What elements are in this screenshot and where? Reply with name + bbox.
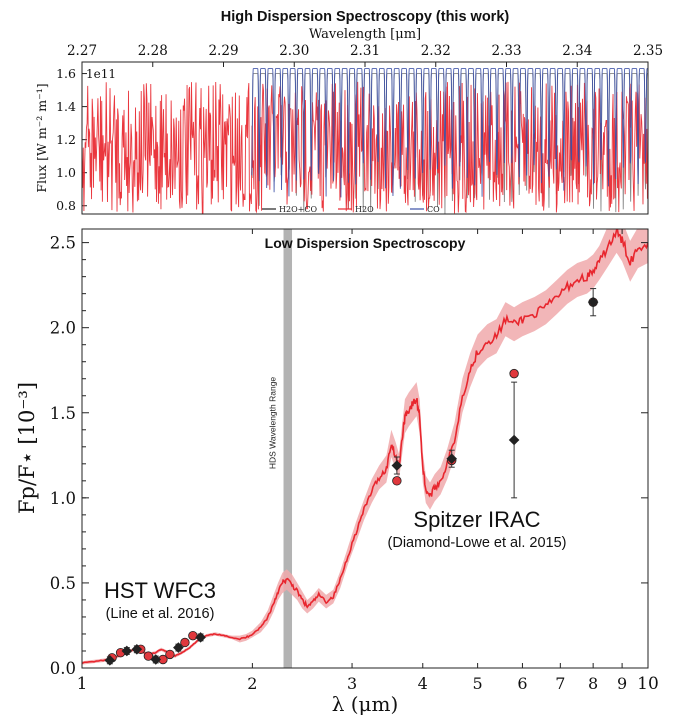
top-x-tick-label: 2.27 [67,43,97,59]
bottom-y-tick-label: 1.5 [50,404,76,423]
bottom-x-ticks: 1 2 3 4 5 6 7 8 9 10 [77,229,659,694]
observed-point [121,645,133,657]
series-line-h2o [82,81,648,214]
observed-point [173,642,184,653]
top-y-tick-label: 1.4 [56,99,76,114]
model-binned-point [143,651,154,661]
observed-point [150,654,162,665]
hds-band [283,229,293,668]
model-binned-point [180,637,190,648]
legend-label: H2O+CO [279,205,317,214]
bottom-x-tick-label: 5 [473,674,483,693]
model-binned-point [165,649,175,660]
top-y-ticks: 0.8 1.0 1.2 1.4 1.6 [56,66,87,213]
bottom-x-tick-label: 4 [418,674,428,693]
top-title: High Dispersion Spectroscopy (this work) [221,9,510,25]
top-frame [81,61,649,215]
top-x-ticks: 2.27 2.28 2.29 2.30 2.31 2.32 2.33 2.34 2.35 [67,43,663,67]
bottom-y-tick-label: 1.0 [50,489,76,508]
observed-point [391,460,403,471]
legend-label: CO [427,205,440,214]
bottom-x-tick-label: 3 [347,674,357,693]
observed-point [131,643,143,655]
bottom-title: Low Dispersion Spectroscopy [265,235,466,251]
top-x-tick-label: 2.35 [633,43,663,59]
annotation-hst-ref: (Line et al. 2016) [106,606,215,622]
model-binned-point [188,630,198,641]
top-y-tick-label: 0.8 [56,198,76,213]
observed-point [587,296,599,308]
bottom-y-tick-label: 0.5 [50,574,76,593]
bottom-x-tick-label: 2 [247,674,257,693]
top-legend: H2O+CO H2O CO [262,205,440,214]
model-binned-point [509,368,519,379]
bottom-xlabel: λ (μm) [332,692,399,716]
top-y-tick-label: 1.0 [56,165,76,180]
bottom-y-tick-label: 2.0 [50,319,76,338]
bottom-x-tick-label: 10 [637,674,659,694]
bottom-x-tick-label: 8 [588,674,598,693]
bottom-x-tick-label: 9 [617,674,627,693]
top-x-tick-label: 2.34 [562,43,592,59]
annotation-spitzer: Spitzer IRAC [413,507,540,532]
top-x-tick-label: 2.30 [279,43,309,59]
top-x-tick-label: 2.31 [350,43,380,59]
top-y-tick-label: 1.6 [56,66,76,81]
bottom-x-tick-label: 6 [517,674,527,693]
top-ylabel: Flux [W m⁻² m⁻¹] [34,83,49,192]
top-plot-area [82,68,648,214]
legend-label: H2O [355,205,374,214]
bottom-y-tick-label: 2.5 [50,234,76,253]
model-binned-point [392,476,402,486]
bottom-frame [81,228,649,669]
annotation-hst: HST WFC3 [104,578,216,603]
bottom-plot-area [82,229,648,668]
bottom-ylabel: Fp/F⋆ [10⁻³] [15,382,39,514]
top-offset-label: 1e11 [86,67,116,81]
model-spectrum-line [82,229,648,665]
bottom-x-tick-label: 1 [77,674,88,694]
top-x-tick-label: 2.29 [208,43,238,59]
top-xlabel: Wavelength [μm] [309,27,421,42]
bottom-y-tick-label: 0.0 [50,659,76,678]
observed-point [446,453,458,465]
observed-point [508,434,520,446]
bottom-y-ticks: 0.0 0.5 1.0 1.5 2.0 2.5 [50,234,648,678]
series-line-co [251,68,648,198]
observed-point [195,632,206,643]
observed-point [104,655,116,666]
annotation-spitzer-ref: (Diamond-Lowe et al. 2015) [388,535,567,551]
top-x-tick-label: 2.28 [138,43,168,59]
top-y-tick-label: 1.2 [56,132,76,147]
hds-band-label: HDS Wavelength Range [268,377,278,470]
bottom-x-tick-label: 7 [555,674,565,693]
top-x-tick-label: 2.33 [491,43,521,59]
top-x-tick-label: 2.32 [421,43,451,59]
